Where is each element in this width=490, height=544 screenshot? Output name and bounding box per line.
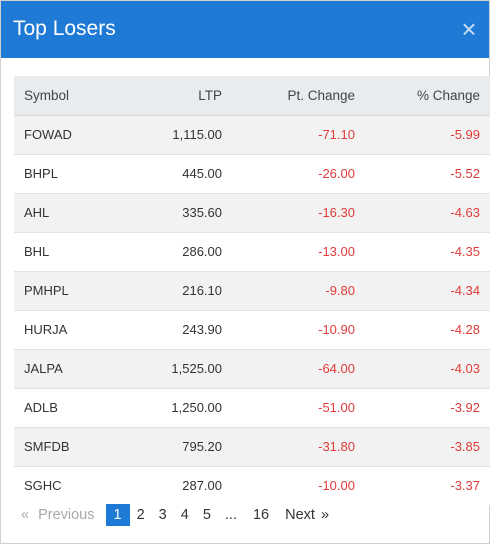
pt-change-cell: -10.90 — [318, 322, 355, 337]
pt-change-cell: -71.10 — [318, 127, 355, 142]
table-row: BHPL 445.00 -26.00 -5.52 — [14, 154, 490, 193]
ltp-cell: 216.10 — [182, 283, 222, 298]
pt-change-cell: -9.80 — [325, 283, 355, 298]
symbol-cell: ADLB — [24, 400, 58, 415]
column-header-pct-change[interactable]: % Change — [355, 76, 490, 116]
column-header-ltp[interactable]: LTP — [114, 76, 222, 116]
column-header-symbol[interactable]: Symbol — [14, 76, 114, 116]
symbol-cell: BHL — [24, 244, 50, 259]
pt-change-cell: -16.30 — [318, 205, 355, 220]
losers-table: Symbol LTP Pt. Change % Change FOWAD 1,1… — [14, 76, 490, 505]
ltp-cell: 287.00 — [182, 478, 222, 494]
ltp-cell: 286.00 — [182, 244, 222, 259]
pct-change-cell: -4.03 — [450, 361, 480, 376]
page-button-1[interactable]: 1 — [105, 504, 130, 526]
ltp-cell: 1,115.00 — [172, 127, 222, 142]
pct-change-cell: -3.37 — [450, 478, 480, 494]
table-row: PMHPL 216.10 -9.80 -4.34 — [14, 271, 490, 310]
page-button-2[interactable]: 2 — [136, 507, 145, 523]
table-body: FOWAD 1,115.00 -71.10 -5.99 BHPL 445.00 … — [14, 115, 490, 505]
ltp-cell: 445.00 — [182, 166, 222, 181]
previous-page-button[interactable]: Previous — [38, 507, 95, 523]
pagination: « Previous 1 2 3 4 5 ... 16 Next » — [14, 504, 336, 526]
symbol-cell: FOWAD — [24, 127, 72, 142]
next-arrow-icon[interactable]: » — [320, 507, 330, 523]
table-row: JALPA 1,525.00 -64.00 -4.03 — [14, 349, 490, 388]
pct-change-cell: -4.28 — [450, 322, 480, 337]
next-page-button[interactable]: Next — [285, 507, 315, 523]
pt-change-cell: -13.00 — [318, 244, 355, 259]
table-header: Symbol LTP Pt. Change % Change — [14, 76, 490, 116]
pct-change-cell: -5.99 — [450, 127, 480, 142]
ltp-cell: 335.60 — [182, 205, 222, 220]
pct-change-cell: -4.35 — [450, 244, 480, 259]
table-row: AHL 335.60 -16.30 -4.63 — [14, 193, 490, 232]
modal-header: Top Losers × — [1, 1, 489, 58]
pt-change-cell: -64.00 — [318, 361, 355, 376]
symbol-cell: HURJA — [24, 322, 68, 337]
pt-change-cell: -31.80 — [318, 439, 355, 454]
pt-change-cell: -10.00 — [318, 478, 355, 494]
ltp-cell: 795.20 — [182, 439, 222, 454]
symbol-cell: SGHC — [24, 478, 62, 494]
symbol-cell: AHL — [24, 205, 50, 220]
table-row: ADLB 1,250.00 -51.00 -3.92 — [14, 388, 490, 427]
page-button-16[interactable]: 16 — [252, 507, 270, 523]
page-button-3[interactable]: 3 — [158, 507, 167, 523]
pt-change-cell: -26.00 — [318, 166, 355, 181]
table-row: SGHC 287.00 -10.00 -3.37 — [14, 466, 490, 505]
pct-change-cell: -3.85 — [450, 439, 480, 454]
table-row: FOWAD 1,115.00 -71.10 -5.99 — [14, 115, 490, 154]
table-header-row: Symbol LTP Pt. Change % Change — [14, 76, 490, 116]
losers-table-container: Symbol LTP Pt. Change % Change FOWAD 1,1… — [14, 76, 490, 505]
ltp-cell: 243.90 — [182, 322, 222, 337]
symbol-cell: SMFDB — [24, 439, 70, 454]
symbol-cell: JALPA — [24, 361, 63, 376]
pct-change-cell: -4.34 — [450, 283, 480, 298]
symbol-cell: PMHPL — [24, 283, 69, 298]
column-header-pt-change[interactable]: Pt. Change — [222, 76, 355, 116]
pct-change-cell: -4.63 — [450, 205, 480, 220]
ltp-cell: 1,250.00 — [171, 400, 222, 415]
page-button-5[interactable]: 5 — [202, 507, 211, 523]
table-row: HURJA 243.90 -10.90 -4.28 — [14, 310, 490, 349]
table-row: BHL 286.00 -13.00 -4.35 — [14, 232, 490, 271]
pagination-ellipsis: ... — [224, 507, 237, 523]
pt-change-cell: -51.00 — [318, 400, 355, 415]
table-row: SMFDB 795.20 -31.80 -3.85 — [14, 427, 490, 466]
close-icon[interactable]: × — [461, 14, 477, 44]
page-button-4[interactable]: 4 — [180, 507, 189, 523]
ltp-cell: 1,525.00 — [171, 361, 222, 376]
modal-title: Top Losers — [13, 17, 116, 40]
previous-arrow-icon: « — [21, 507, 30, 523]
symbol-cell: BHPL — [24, 166, 58, 181]
pct-change-cell: -3.92 — [450, 400, 480, 415]
pct-change-cell: -5.52 — [450, 166, 480, 181]
